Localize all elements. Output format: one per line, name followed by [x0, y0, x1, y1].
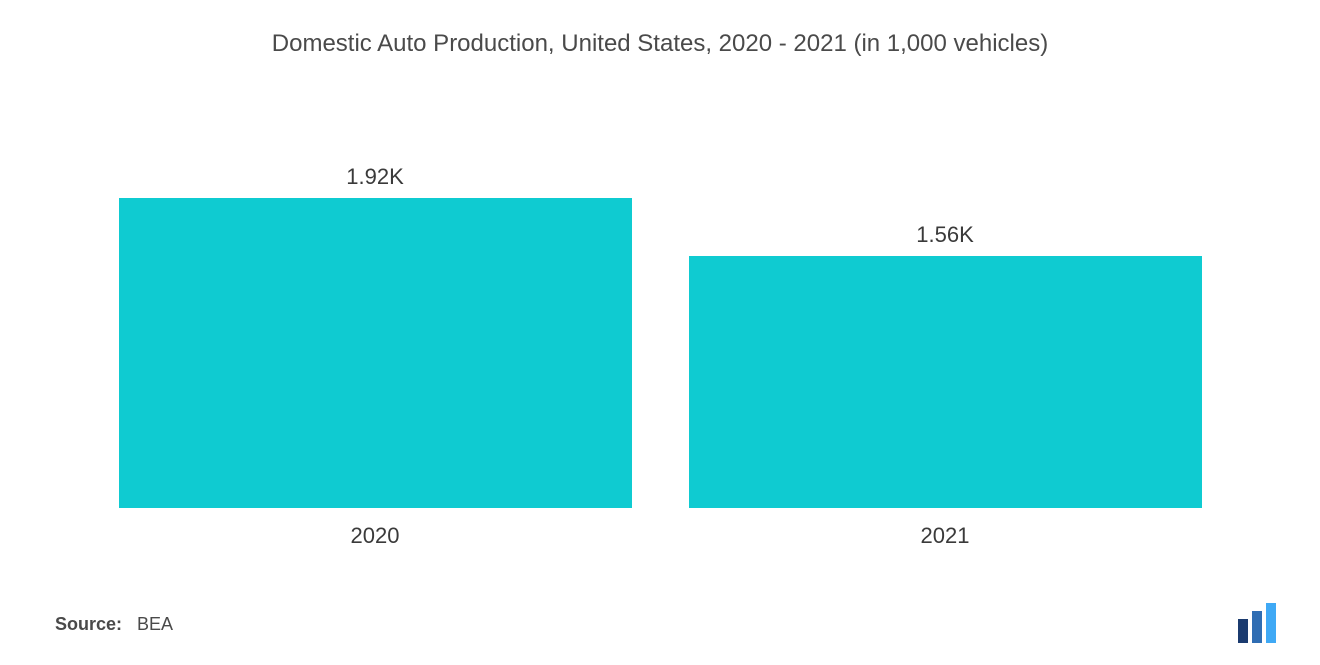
- bar-0: [119, 198, 632, 508]
- chart-container: Domestic Auto Production, United States,…: [0, 0, 1320, 665]
- x-label-1: 2021: [689, 523, 1202, 549]
- bar-value-label-0: 1.92K: [346, 164, 404, 190]
- x-axis: 2020 2021: [50, 508, 1270, 549]
- bar-group-0: 1.92K: [119, 88, 632, 508]
- chart-title: Domestic Auto Production, United States,…: [50, 20, 1270, 88]
- bar-group-1: 1.56K: [689, 88, 1202, 508]
- chart-plot-area: 1.92K 1.56K: [50, 88, 1270, 508]
- bar-value-label-1: 1.56K: [916, 222, 974, 248]
- brand-logo-icon: [1236, 601, 1280, 645]
- source-attribution: Source: BEA: [55, 614, 173, 635]
- source-value: BEA: [137, 614, 173, 634]
- x-label-0: 2020: [119, 523, 632, 549]
- bar-1: [689, 256, 1202, 508]
- source-label: Source:: [55, 614, 122, 634]
